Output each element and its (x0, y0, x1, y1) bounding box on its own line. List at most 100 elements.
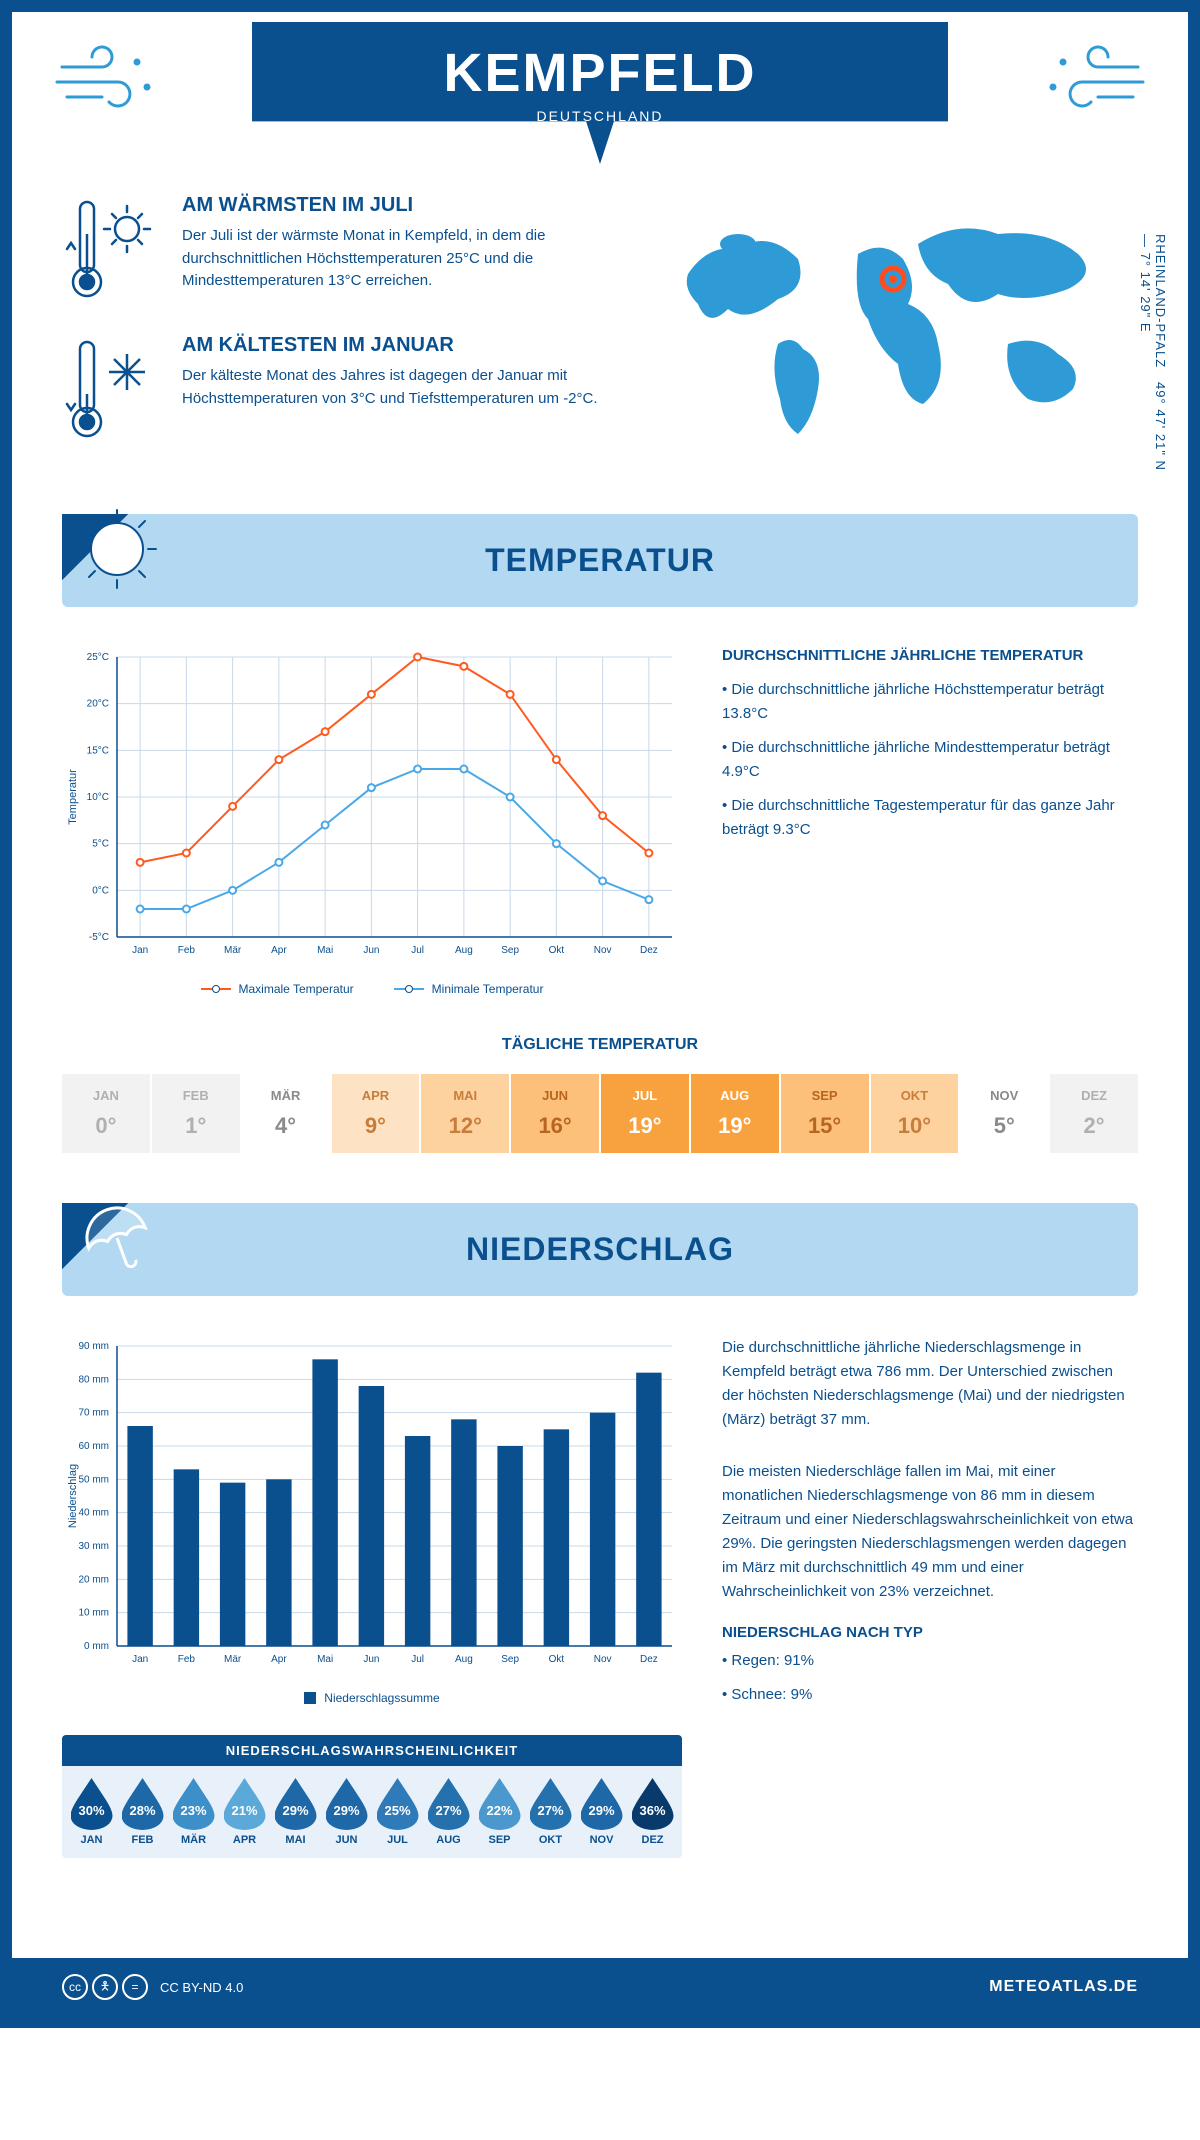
svg-text:Mai: Mai (317, 945, 333, 956)
wind-icon-right (1028, 42, 1148, 122)
daily-temp-cell: JUN16° (511, 1074, 599, 1153)
svg-text:Jul: Jul (411, 945, 424, 956)
svg-text:60 mm: 60 mm (78, 1441, 109, 1452)
fact-warmest: AM WÄRMSTEN IM JULI Der Juli ist der wär… (62, 194, 628, 304)
precipitation-drop: 29%NOV (576, 1778, 627, 1846)
daily-temp-cell: NOV5° (960, 1074, 1048, 1153)
section-title-temp: TEMPERATUR (62, 542, 1138, 579)
prec-p2: Die meisten Niederschläge fallen im Mai,… (722, 1460, 1138, 1604)
thermometer-sun-icon (62, 194, 162, 304)
svg-text:-5°C: -5°C (89, 932, 109, 943)
fact-cold-title: AM KÄLTESTEN IM JANUAR (182, 334, 628, 357)
svg-text:Temperatur: Temperatur (67, 769, 79, 825)
sun-icon (62, 514, 182, 614)
svg-text:10°C: 10°C (87, 792, 109, 803)
svg-text:Aug: Aug (455, 945, 473, 956)
fact-coldest: AM KÄLTESTEN IM JANUAR Der kälteste Mona… (62, 334, 628, 444)
section-title-prec: NIEDERSCHLAG (62, 1231, 1138, 1268)
svg-text:Jun: Jun (363, 945, 379, 956)
temp-facts-heading: DURCHSCHNITTLICHE JÄHRLICHE TEMPERATUR (722, 647, 1138, 664)
svg-text:90 mm: 90 mm (78, 1341, 109, 1352)
wind-icon-left (52, 42, 172, 122)
precipitation-drop: 25%JUL (372, 1778, 423, 1846)
precipitation-drop: 29%MAI (270, 1778, 321, 1846)
daily-temp-cell: JUL19° (601, 1074, 689, 1153)
fact-cold-text: Der kälteste Monat des Jahres ist dagege… (182, 365, 628, 410)
page-header: KEMPFELD DEUTSCHLAND (252, 22, 948, 164)
thermometer-snow-icon (62, 334, 162, 444)
page-title: KEMPFELD (252, 42, 948, 104)
svg-text:Jun: Jun (363, 1654, 379, 1665)
section-banner-precipitation: NIEDERSCHLAG (62, 1203, 1138, 1296)
svg-text:Jan: Jan (132, 1654, 148, 1665)
section-banner-temperature: TEMPERATUR (62, 514, 1138, 607)
daily-temp-cell: MÄR4° (242, 1074, 330, 1153)
svg-text:0°C: 0°C (92, 885, 109, 896)
daily-temp-cell: AUG19° (691, 1074, 779, 1153)
prec-type2: • Schnee: 9% (722, 1683, 1138, 1707)
svg-text:Okt: Okt (549, 945, 565, 956)
temp-fact-2: • Die durchschnittliche jährliche Mindes… (722, 736, 1138, 784)
cc-badge: cc 🯅 = (62, 1974, 148, 2000)
daily-temp-cell: JAN0° (62, 1074, 150, 1153)
daily-temp-heading: TÄGLICHE TEMPERATUR (62, 1036, 1138, 1054)
svg-text:Nov: Nov (594, 1654, 612, 1665)
svg-text:70 mm: 70 mm (78, 1408, 109, 1419)
svg-text:Apr: Apr (271, 945, 287, 956)
svg-text:Feb: Feb (178, 945, 196, 956)
svg-text:50 mm: 50 mm (78, 1474, 109, 1485)
precipitation-summary: Die durchschnittliche jährliche Niedersc… (722, 1336, 1138, 1858)
umbrella-icon (62, 1203, 182, 1303)
svg-text:Niederschlag: Niederschlag (67, 1464, 79, 1528)
page-subtitle: DEUTSCHLAND (252, 108, 948, 124)
svg-text:Jan: Jan (132, 945, 148, 956)
fact-warm-title: AM WÄRMSTEN IM JULI (182, 194, 628, 217)
temp-fact-1: • Die durchschnittliche jährliche Höchst… (722, 678, 1138, 726)
region-label: RHEINLAND-PFALZ (1153, 234, 1168, 368)
svg-text:Dez: Dez (640, 1654, 658, 1665)
svg-text:Mär: Mär (224, 1654, 242, 1665)
precipitation-drop: 27%AUG (423, 1778, 474, 1846)
svg-text:10 mm: 10 mm (78, 1608, 109, 1619)
temperature-line-chart: -5°C0°C5°C10°C15°C20°C25°CJanFebMärAprMa… (62, 647, 682, 996)
svg-text:Nov: Nov (594, 945, 612, 956)
svg-text:Sep: Sep (501, 1654, 519, 1665)
daily-temp-cell: MAI12° (421, 1074, 509, 1153)
precipitation-drop: 36%DEZ (627, 1778, 678, 1846)
precipitation-drop: 28%FEB (117, 1778, 168, 1846)
svg-text:20 mm: 20 mm (78, 1574, 109, 1585)
cc-icon: cc (62, 1974, 88, 2000)
svg-text:20°C: 20°C (87, 699, 109, 710)
precipitation-drop: 30%JAN (66, 1778, 117, 1846)
precipitation-drop: 29%JUN (321, 1778, 372, 1846)
intro-row: AM WÄRMSTEN IM JULI Der Juli ist der wär… (62, 194, 1138, 474)
svg-text:Mai: Mai (317, 1654, 333, 1665)
legend-min: Minimale Temperatur (432, 982, 544, 996)
svg-text:5°C: 5°C (92, 839, 109, 850)
prec-type1: • Regen: 91% (722, 1649, 1138, 1673)
legend-max: Maximale Temperatur (239, 982, 354, 996)
svg-text:Apr: Apr (271, 1654, 287, 1665)
precipitation-drop: 21%APR (219, 1778, 270, 1846)
svg-text:15°C: 15°C (87, 745, 109, 756)
daily-temp-cell: APR9° (332, 1074, 420, 1153)
svg-text:Dez: Dez (640, 945, 658, 956)
world-map: RHEINLAND-PFALZ 49° 47' 21" N — 7° 14' 2… (658, 194, 1138, 474)
svg-text:30 mm: 30 mm (78, 1541, 109, 1552)
legend-prec: Niederschlagssumme (324, 1691, 439, 1705)
daily-temp-cell: SEP15° (781, 1074, 869, 1153)
coordinates: RHEINLAND-PFALZ 49° 47' 21" N — 7° 14' 2… (1138, 234, 1168, 474)
svg-text:Okt: Okt (549, 1654, 565, 1665)
daily-temp-cell: OKT10° (871, 1074, 959, 1153)
site-name: METEOATLAS.DE (989, 1978, 1138, 1996)
precipitation-bar-chart: 0 mm10 mm20 mm30 mm40 mm50 mm60 mm70 mm8… (62, 1336, 682, 1858)
by-icon: 🯅 (92, 1974, 118, 2000)
precipitation-probability: NIEDERSCHLAGSWAHRSCHEINLICHKEIT 30%JAN28… (62, 1735, 682, 1858)
fact-warm-text: Der Juli ist der wärmste Monat in Kempfe… (182, 225, 628, 293)
page-footer: cc 🯅 = CC BY-ND 4.0 METEOATLAS.DE (12, 1958, 1188, 2016)
nd-icon: = (122, 1974, 148, 2000)
temperature-summary: DURCHSCHNITTLICHE JÄHRLICHE TEMPERATUR •… (722, 647, 1138, 996)
daily-temperature-table: TÄGLICHE TEMPERATUR JAN0°FEB1°MÄR4°APR9°… (62, 1036, 1138, 1153)
prec-p1: Die durchschnittliche jährliche Niedersc… (722, 1336, 1138, 1432)
header-wrap: KEMPFELD DEUTSCHLAND (12, 12, 1188, 164)
